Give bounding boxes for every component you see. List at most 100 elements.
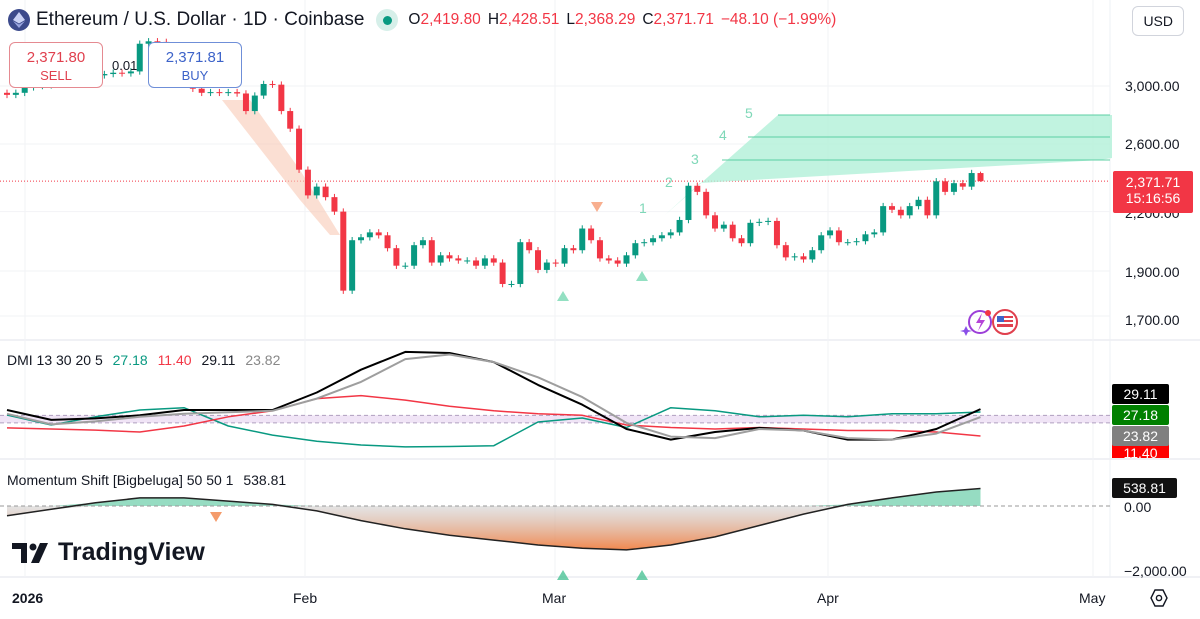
adx-tag: 29.11 — [1112, 384, 1169, 404]
candle-body — [685, 185, 692, 220]
target-zone — [665, 115, 1112, 215]
candle-body — [119, 72, 126, 74]
time-axis-label: Apr — [817, 590, 839, 606]
candle-body — [942, 181, 949, 192]
momentum-up-icon — [557, 570, 569, 580]
sell-button[interactable]: 2,371.80 SELL — [9, 42, 103, 88]
minus-di-tag: 11.40 — [1112, 443, 1169, 458]
candle-body — [428, 240, 435, 263]
gear-icon[interactable] — [1149, 588, 1169, 613]
bar-countdown: 15:16:56 — [1125, 190, 1181, 206]
buy-signal-icon — [636, 271, 648, 281]
sell-label: SELL — [40, 68, 72, 83]
momentum-legend[interactable]: Momentum Shift [Bigbeluga] 50 50 1 538.8… — [7, 472, 292, 488]
candle-body — [720, 224, 727, 229]
price-axis-label: 2,600.00 — [1125, 136, 1180, 152]
candle-body — [535, 250, 541, 270]
momentum-negative-fill — [7, 506, 981, 550]
adx-value: 29.11 — [201, 352, 236, 368]
candle-body — [729, 224, 736, 239]
momentum-positive-fill — [7, 488, 981, 506]
candle-body — [543, 262, 550, 270]
sell-price: 2,371.80 — [26, 49, 86, 66]
candle-body — [251, 95, 258, 112]
time-axis-label: Mar — [542, 590, 567, 606]
tradingview-logo-icon — [12, 542, 48, 563]
candle-body — [313, 186, 320, 196]
candle-body — [154, 41, 161, 43]
buy-button[interactable]: 2,371.81 BUY — [148, 42, 242, 88]
candle-body — [712, 215, 718, 229]
candle-body — [260, 83, 267, 96]
candle-body — [658, 235, 665, 239]
candle-body — [508, 283, 515, 285]
candle-body — [411, 245, 418, 266]
candle-body — [641, 242, 648, 244]
ethereum-logo-icon — [8, 9, 30, 31]
ohlc-close: C2,371.71 — [642, 11, 714, 28]
candle-body — [490, 258, 497, 263]
plus-di-tag: 27.18 — [1112, 405, 1169, 425]
candle-body — [481, 258, 488, 266]
sell-signal-icon — [591, 202, 603, 212]
candle-body — [835, 230, 842, 243]
candle-body — [703, 191, 710, 216]
events-icons[interactable] — [958, 308, 1022, 341]
candle-body — [296, 128, 303, 170]
candle-body — [269, 83, 276, 85]
symbol-legend[interactable]: Ethereum / U.S. Dollar · 1D · Coinbase O… — [8, 9, 843, 31]
wave-label: 4 — [719, 127, 727, 143]
candle-body — [464, 260, 471, 262]
candle-body — [198, 88, 205, 93]
dmi-title: DMI 13 30 20 5 — [7, 352, 103, 368]
dmi-line-plus_di — [6, 406, 981, 448]
candle-body — [393, 248, 400, 266]
candle-body — [349, 240, 356, 291]
candle-body — [110, 72, 117, 75]
candle-body — [667, 232, 674, 236]
currency-button[interactable]: USD — [1132, 6, 1184, 36]
price-axis-label: 3,000.00 — [1125, 78, 1180, 94]
candle-body — [676, 219, 683, 233]
tradingview-logo-text: TradingView — [58, 538, 205, 566]
time-axis-label: Feb — [293, 590, 318, 606]
momentum-line — [6, 487, 981, 551]
candle-body — [933, 181, 940, 216]
candle-body — [216, 92, 223, 94]
candle-body — [782, 245, 789, 258]
candle-body — [21, 87, 28, 93]
ohlc-low: L2,368.29 — [566, 11, 636, 28]
price-axis-label: 1,900.00 — [1125, 264, 1180, 280]
candle-body — [499, 262, 506, 284]
candle-body — [614, 260, 621, 264]
candle-body — [871, 232, 878, 235]
candle-body — [950, 183, 957, 192]
candle-body — [552, 262, 559, 264]
candle-body — [207, 92, 214, 94]
candle-body — [650, 238, 657, 243]
symbol-title[interactable]: Ethereum / U.S. Dollar · 1D · Coinbase — [36, 9, 365, 30]
tradingview-logo[interactable]: TradingView — [12, 538, 205, 567]
candle-body — [809, 250, 816, 260]
candles — [4, 38, 984, 294]
candle-body — [358, 237, 364, 241]
candle-body — [419, 240, 426, 246]
candle-body — [632, 243, 639, 256]
candle-body — [526, 242, 533, 251]
candle-body — [977, 173, 984, 182]
momentum-axis-label: 0.00 — [1124, 499, 1152, 515]
dmi-legend[interactable]: DMI 13 30 20 5 27.18 11.40 29.11 23.82 — [7, 352, 286, 368]
momentum-pane — [0, 487, 1110, 551]
candle-body — [853, 241, 860, 243]
candle-body — [765, 220, 772, 222]
candle-body — [12, 92, 19, 95]
candle-body — [322, 186, 329, 198]
candle-body — [924, 199, 931, 216]
candle-body — [862, 234, 869, 242]
dmi-line-adxr — [6, 353, 981, 441]
candle-body — [773, 220, 780, 246]
price-change: −48.10 (−1.99%) — [720, 11, 837, 28]
buy-label: BUY — [181, 68, 209, 83]
candle-body — [588, 228, 595, 241]
